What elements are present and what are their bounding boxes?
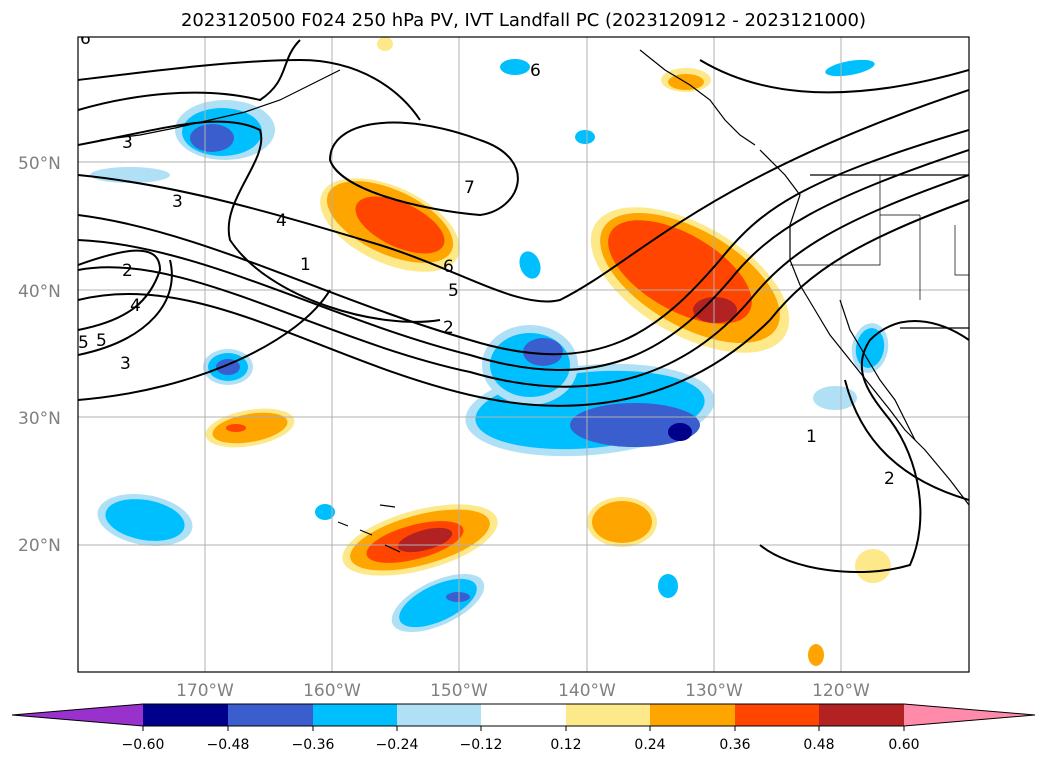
colorbar-segment [481, 704, 566, 726]
map-frame [77, 36, 970, 673]
pv-label: 5 [78, 333, 89, 353]
colorbar-tick-label: 0.24 [634, 737, 665, 753]
negative-anomaly-west-1 [97, 494, 193, 546]
negative-anomaly-aleutians [175, 100, 275, 160]
pv-label: 7 [464, 178, 475, 198]
chart-title: 2023120500 F024 250 hPa PV, IVT Landfall… [180, 10, 867, 31]
latitude-labels: 50°N 40°N 30°N 20°N [18, 154, 61, 556]
state-borders [790, 175, 969, 300]
negative-anomaly-small-7 [500, 59, 530, 75]
positive-anomaly-gulf-of-alaska [320, 178, 460, 272]
positive-anomaly-small-11 [661, 68, 711, 92]
lon-tick-label: 150°W [430, 681, 488, 701]
map-gridlines [78, 37, 969, 672]
colorbar-tick-label: 0.12 [550, 737, 581, 753]
colorbar-tick-label: −0.12 [460, 737, 503, 753]
pv-label: 3 [120, 354, 131, 374]
lon-tick-label: 120°W [812, 681, 870, 701]
positive-anomaly-subtropical-east [587, 497, 657, 547]
colorbar-segment [566, 704, 650, 726]
colorbar-segment [143, 704, 228, 726]
hawaii-islands [337, 504, 401, 553]
pv-label: 5 [96, 331, 107, 351]
positive-anomaly-west-2 [205, 408, 295, 448]
pv-contour-labels: 6 3 3 7 4 1 2 6 5 2 4 5 3 5 6 1 2 [78, 29, 895, 489]
lat-tick-label: 20°N [18, 536, 61, 556]
positive-anomaly-small-10 [808, 644, 824, 666]
longitude-labels: 170°W 160°W 150°W 140°W 130°W 120°W [176, 681, 870, 701]
lon-tick-label: 140°W [558, 681, 616, 701]
positive-anomaly-small-9 [855, 549, 891, 583]
colorbar-tick-label: −0.36 [292, 737, 335, 753]
colorbar-extend-high [904, 704, 1035, 726]
colorbar: −0.60 −0.48 −0.36 −0.24 −0.12 0.12 0.24 0.36 0.4… [11, 703, 1036, 753]
negative-anomaly-small-2 [519, 251, 541, 279]
pv-label: 3 [122, 133, 133, 153]
colorbar-tick-label: 0.60 [888, 737, 919, 753]
pv-label: 5 [448, 281, 459, 301]
negative-anomaly-small-5 [90, 167, 170, 183]
lon-tick-label: 130°W [685, 681, 743, 701]
coastlines [99, 49, 969, 553]
lon-tick-label: 170°W [176, 681, 234, 701]
pv-label: 1 [806, 427, 817, 447]
colorbar-segment [313, 704, 397, 726]
coastline-aleutians [99, 69, 341, 141]
colorbar-segment [650, 704, 735, 726]
lat-tick-label: 50°N [18, 154, 61, 174]
lat-tick-label: 30°N [18, 409, 61, 429]
colorbar-tick-label: 0.48 [803, 737, 834, 753]
negative-anomaly-small-3 [315, 504, 335, 520]
pv-label: 6 [530, 61, 541, 81]
colorbar-segment [228, 704, 313, 726]
pv-label: 4 [130, 296, 141, 316]
negative-anomaly-small-8 [575, 130, 595, 144]
negative-anomaly-small-6 [825, 59, 875, 77]
pv-label: 6 [443, 257, 454, 277]
pv-contours [78, 39, 969, 574]
colorbar-segment [735, 704, 819, 726]
colorbar-tick-label: −0.60 [122, 737, 165, 753]
coastline-alaska [639, 49, 756, 146]
colorbar-tick-label: 0.36 [719, 737, 750, 753]
pv-label: 1 [300, 255, 311, 275]
pv-label: 2 [884, 469, 895, 489]
colorbar-segment [397, 704, 481, 726]
pv-label: 4 [276, 211, 287, 231]
colorbar-tick-label: −0.24 [376, 737, 419, 753]
colorbar-segment [819, 704, 904, 726]
negative-anomaly-small-4 [658, 574, 678, 598]
colorbar-extend-low [12, 704, 143, 726]
lat-tick-label: 40°N [18, 282, 61, 302]
negative-anomaly-south-hawaii [391, 573, 485, 633]
pv-label: 2 [122, 261, 133, 281]
coastline-north-america [759, 149, 969, 506]
negative-anomaly-small-1 [813, 386, 857, 410]
lon-tick-label: 160°W [303, 681, 361, 701]
pv-label: 6 [80, 29, 91, 49]
coastline-baja [839, 299, 916, 441]
pv-label: 2 [443, 318, 454, 338]
pv-label: 3 [172, 192, 183, 212]
colorbar-tick-label: −0.48 [207, 737, 250, 753]
positive-anomaly-small-12 [377, 37, 393, 51]
negative-anomaly-central [482, 325, 578, 405]
negative-anomaly-west-3 [203, 349, 253, 385]
